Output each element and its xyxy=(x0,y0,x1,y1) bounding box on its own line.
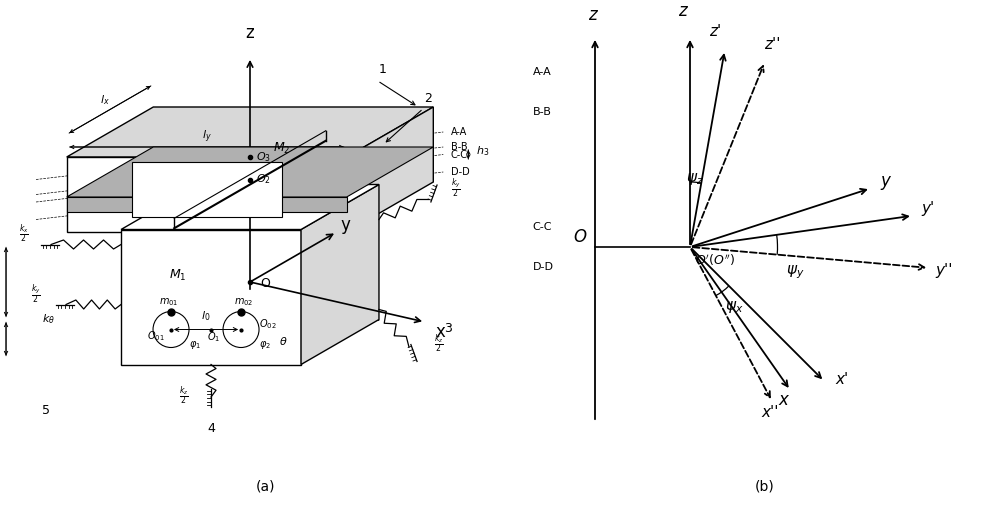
Text: $\frac{k_x}{2}$: $\frac{k_x}{2}$ xyxy=(19,222,29,244)
Text: $\psi_z$: $\psi_z$ xyxy=(686,171,704,187)
Polygon shape xyxy=(301,185,379,365)
Polygon shape xyxy=(67,147,433,197)
Text: $\varphi_1$: $\varphi_1$ xyxy=(189,339,201,351)
Text: x: x xyxy=(435,323,445,341)
Text: $\frac{k_y}{2}$: $\frac{k_y}{2}$ xyxy=(31,282,41,306)
Text: 1: 1 xyxy=(379,63,386,76)
Text: $O_1$: $O_1$ xyxy=(207,331,220,344)
Text: z'': z'' xyxy=(764,37,781,52)
Text: $O'(O'')$: $O'(O'')$ xyxy=(695,252,735,268)
Polygon shape xyxy=(67,157,347,232)
Text: (a): (a) xyxy=(255,480,275,494)
Text: D-D: D-D xyxy=(451,167,470,177)
Text: x: x xyxy=(778,391,788,409)
Text: B-B: B-B xyxy=(532,107,551,117)
Text: $\varphi_2$: $\varphi_2$ xyxy=(259,339,271,351)
Text: 3: 3 xyxy=(444,322,452,335)
Polygon shape xyxy=(347,107,433,232)
Polygon shape xyxy=(67,107,433,157)
Text: $\frac{k_z}{2}$: $\frac{k_z}{2}$ xyxy=(179,384,188,407)
Text: 2: 2 xyxy=(424,92,432,105)
Polygon shape xyxy=(132,162,282,217)
Text: A-A: A-A xyxy=(451,127,467,137)
Text: $\psi_x$: $\psi_x$ xyxy=(725,299,744,315)
Text: y'': y'' xyxy=(935,264,953,278)
Polygon shape xyxy=(121,230,301,365)
Text: $O_{01}$: $O_{01}$ xyxy=(147,330,165,343)
Text: $m_{01}$: $m_{01}$ xyxy=(159,297,178,308)
Polygon shape xyxy=(121,185,379,230)
Text: $\psi_y$: $\psi_y$ xyxy=(786,264,804,281)
Text: z: z xyxy=(588,6,597,23)
Text: $m_{02}$: $m_{02}$ xyxy=(234,297,253,308)
Text: $k_\theta$: $k_\theta$ xyxy=(42,312,55,326)
Text: x'': x'' xyxy=(761,405,778,419)
Text: A-A: A-A xyxy=(532,67,551,77)
Text: $O_2$: $O_2$ xyxy=(256,172,271,187)
Text: O: O xyxy=(260,277,270,289)
Text: C-C: C-C xyxy=(532,222,552,232)
Text: $O_3$: $O_3$ xyxy=(256,150,271,164)
Text: $l_0$: $l_0$ xyxy=(201,309,211,323)
Text: $M_1$: $M_1$ xyxy=(169,268,186,283)
Text: $\frac{k_z}{2}$: $\frac{k_z}{2}$ xyxy=(434,332,444,354)
Text: z: z xyxy=(246,24,254,42)
Text: 4: 4 xyxy=(207,422,215,435)
Text: $O_{02}$: $O_{02}$ xyxy=(259,317,276,331)
Text: 5: 5 xyxy=(42,405,50,417)
Text: y': y' xyxy=(921,201,934,216)
Text: $h_3$: $h_3$ xyxy=(476,144,489,158)
Text: O: O xyxy=(573,228,587,246)
Text: (b): (b) xyxy=(755,480,775,494)
Text: z: z xyxy=(678,2,687,19)
Text: $l_x$: $l_x$ xyxy=(100,93,110,107)
Text: z': z' xyxy=(709,24,721,39)
Polygon shape xyxy=(67,197,347,212)
Text: y: y xyxy=(881,172,891,190)
Text: $\frac{k_y}{2}$: $\frac{k_y}{2}$ xyxy=(451,176,461,200)
Text: $M_2$: $M_2$ xyxy=(273,141,290,156)
Text: $l_y$: $l_y$ xyxy=(202,129,212,146)
Text: y: y xyxy=(340,215,350,234)
Text: C-C: C-C xyxy=(451,150,468,160)
Text: $\theta$: $\theta$ xyxy=(279,335,287,346)
Text: x': x' xyxy=(835,372,848,387)
Text: B-B: B-B xyxy=(451,142,467,152)
Text: D-D: D-D xyxy=(532,262,554,272)
